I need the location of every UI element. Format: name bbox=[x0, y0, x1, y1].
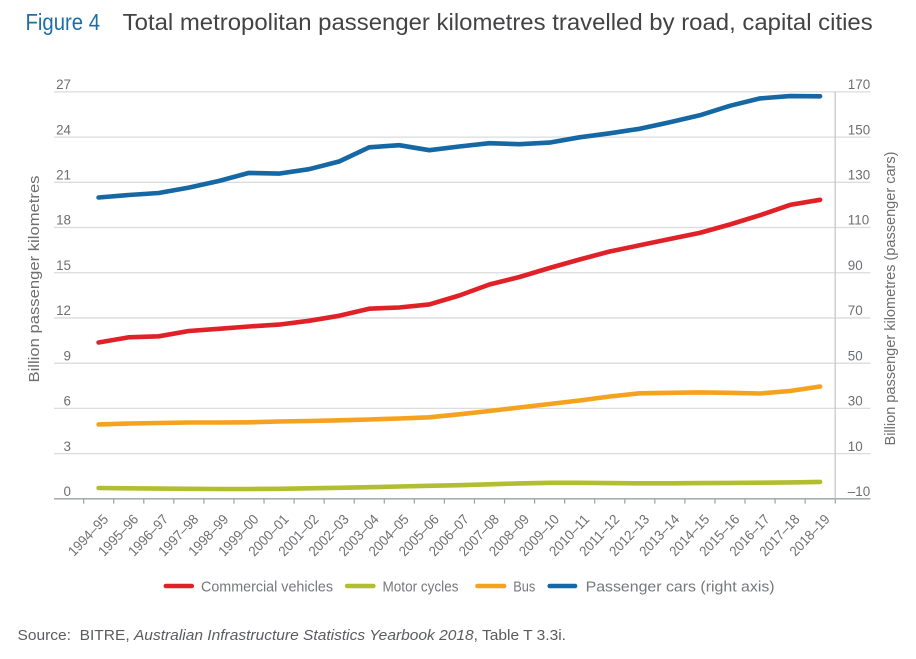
svg-text:27: 27 bbox=[56, 77, 71, 92]
svg-text:Figure 4: Figure 4 bbox=[26, 9, 101, 35]
svg-text:150: 150 bbox=[848, 122, 870, 137]
svg-text:15: 15 bbox=[56, 258, 71, 273]
svg-text:21: 21 bbox=[56, 168, 71, 183]
svg-text:50: 50 bbox=[848, 348, 863, 363]
svg-text:24: 24 bbox=[56, 122, 71, 137]
svg-text:70: 70 bbox=[848, 303, 863, 318]
svg-text:Commercial vehicles: Commercial vehicles bbox=[201, 579, 333, 596]
svg-text:Billion passenger kilometres: Billion passenger kilometres bbox=[26, 176, 43, 383]
svg-text:18: 18 bbox=[56, 213, 71, 228]
svg-text:6: 6 bbox=[64, 394, 71, 409]
svg-text:Source: BITRE, Australian Inf: Source: BITRE, Australian Infrastructure… bbox=[18, 627, 567, 644]
svg-text:10: 10 bbox=[848, 439, 863, 454]
svg-text:9: 9 bbox=[64, 348, 71, 363]
svg-text:Billion passenger kilometres (: Billion passenger kilometres (passenger … bbox=[882, 151, 899, 445]
svg-text:0: 0 bbox=[64, 484, 71, 499]
svg-text:110: 110 bbox=[848, 213, 869, 228]
svg-text:Bus: Bus bbox=[513, 579, 535, 596]
svg-text:–10: –10 bbox=[848, 484, 870, 499]
svg-text:170: 170 bbox=[848, 77, 870, 92]
svg-text:130: 130 bbox=[848, 168, 870, 183]
svg-text:Total metropolitan passenger k: Total metropolitan passenger kilometres … bbox=[123, 9, 873, 35]
svg-text:Motor cycles: Motor cycles bbox=[383, 579, 459, 596]
svg-text:12: 12 bbox=[56, 303, 71, 318]
svg-text:30: 30 bbox=[848, 394, 863, 409]
svg-text:Passenger cars (right axis): Passenger cars (right axis) bbox=[586, 579, 775, 596]
svg-text:90: 90 bbox=[848, 258, 863, 273]
svg-text:3: 3 bbox=[64, 439, 71, 454]
